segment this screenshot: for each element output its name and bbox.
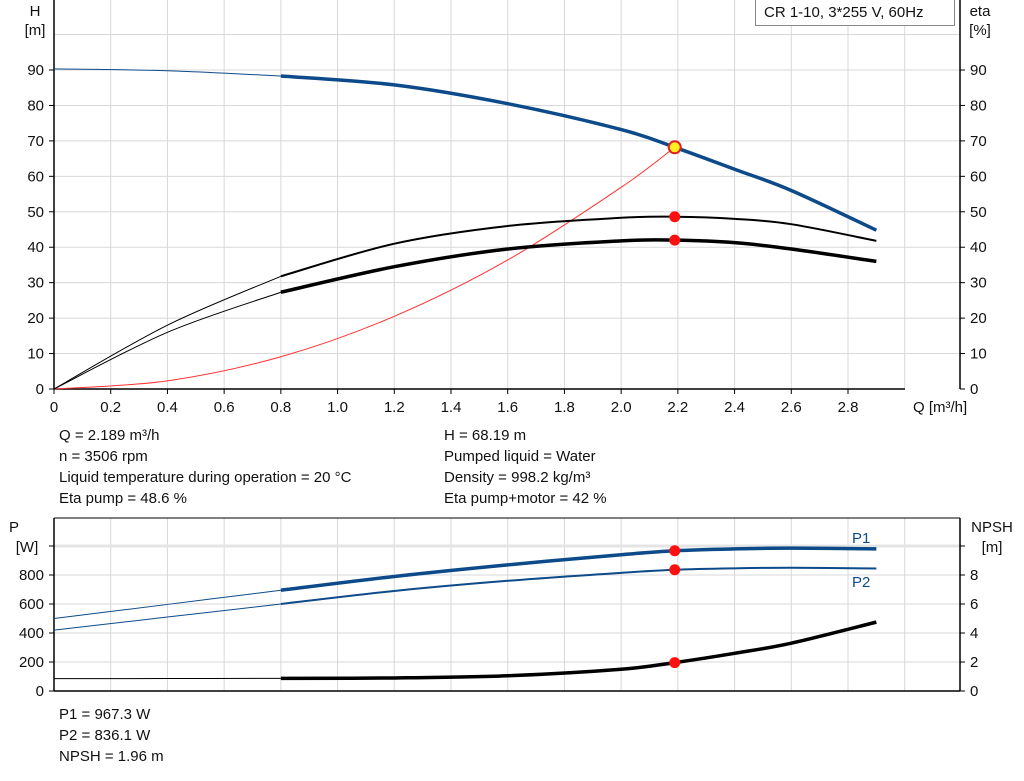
y-tick-label-left: 800	[19, 567, 44, 584]
y-tick-label-right: 2	[970, 654, 978, 671]
info-bottom: P1 = 967.3 W P2 = 836.1 W NPSH = 1.96 m	[59, 704, 164, 767]
p2-curve	[280, 566, 877, 605]
x-tick-label: 0.8	[270, 399, 291, 416]
x-tick-label: 2.2	[667, 399, 688, 416]
info-npsh: NPSH = 1.96 m	[59, 748, 164, 765]
y-tick-label-right: 4	[970, 625, 978, 642]
y-tick-label-right: 30	[970, 275, 987, 292]
info-h: H = 68.19 m	[444, 427, 527, 444]
chart-legend: CR 1-10, 3*255 V, 60Hz	[755, 0, 955, 26]
info-right: H = 68.19 m Pumped liquid = Water Densit…	[444, 425, 607, 509]
y-tick-label-right: 70	[970, 133, 987, 150]
x-tick-label: 0	[50, 399, 58, 416]
p2-curve-extrapolated	[53, 603, 281, 631]
operating-point	[669, 545, 681, 557]
y-tick-label-right: 50	[970, 204, 987, 221]
p1-curve	[280, 546, 877, 592]
info-liquid: Pumped liquid = Water	[444, 448, 596, 465]
x-tick-label: 1.4	[441, 399, 462, 416]
y-tick-label-left: 10	[27, 346, 44, 363]
y-tick-label-right: 20	[970, 310, 987, 327]
y-tick-label-right: 80	[970, 97, 987, 114]
y-axis-label-left-unit: [W]	[16, 539, 39, 556]
y-tick-label-right: 60	[970, 168, 987, 185]
info-left: Q = 2.189 m³/h n = 3506 rpm Liquid tempe…	[59, 425, 351, 509]
y-tick-label-right: 0	[970, 381, 978, 398]
y-axis-label-left: H	[30, 3, 41, 20]
info-eta-total: Eta pump+motor = 42 %	[444, 490, 607, 507]
x-axis-label: Q [m³/h]	[913, 399, 967, 416]
eta-total-curve	[280, 238, 877, 294]
p1-curve-extrapolated	[53, 589, 281, 619]
y-tick-label-left: 60	[27, 168, 44, 185]
y-tick-label-left: 70	[27, 133, 44, 150]
y-axis-label-right: NPSH	[971, 519, 1013, 536]
x-tick-label: 1.8	[554, 399, 575, 416]
npsh-curve	[280, 620, 877, 681]
info-p2: P2 = 836.1 W	[59, 727, 151, 744]
y-axis-label-right: eta	[970, 3, 992, 20]
head-curve	[280, 74, 878, 232]
y-tick-label-right: 0	[970, 683, 978, 700]
y-tick-label-left: 90	[27, 62, 44, 79]
y-axis-label-right-unit: [%]	[969, 22, 991, 39]
p1-label: P1	[852, 530, 870, 547]
y-axis-label-right-unit: [m]	[982, 539, 1003, 556]
x-tick-label: 2.0	[611, 399, 632, 416]
y-tick-label-right: 90	[970, 62, 987, 79]
info-density: Density = 998.2 kg/m³	[444, 469, 591, 486]
info-temp: Liquid temperature during operation = 20…	[59, 469, 352, 486]
operating-point	[669, 211, 681, 223]
info-p1: P1 = 967.3 W	[59, 706, 151, 723]
y-tick-label-left: 50	[27, 204, 44, 221]
p2-label: P2	[852, 574, 870, 591]
eta-pump-curve	[280, 215, 877, 278]
y-axis-label-left: P	[9, 519, 19, 536]
y-tick-label-right: 6	[970, 596, 978, 613]
x-tick-label: 2.4	[724, 399, 745, 416]
y-tick-label-right: 10	[970, 346, 987, 363]
y-axis-label-left-unit: [m]	[25, 22, 46, 39]
x-tick-label: 1.6	[497, 399, 518, 416]
x-tick-label: 1.2	[384, 399, 405, 416]
x-tick-label: 2.8	[838, 399, 859, 416]
y-tick-label-right: 40	[970, 239, 987, 256]
info-eta-pump: Eta pump = 48.6 %	[59, 490, 187, 507]
eta-pump-curve-extrapolated	[53, 275, 282, 390]
operating-point	[669, 234, 681, 246]
operating-point	[669, 564, 681, 576]
eta-total-curve-extrapolated	[53, 291, 282, 390]
y-tick-label-left: 400	[19, 625, 44, 642]
x-tick-label: 2.6	[781, 399, 802, 416]
y-tick-label-left: 20	[27, 310, 44, 327]
operating-point	[667, 140, 682, 155]
info-q: Q = 2.189 m³/h	[59, 427, 160, 444]
x-tick-label: 0.4	[157, 399, 178, 416]
y-tick-label-left: 80	[27, 97, 44, 114]
y-tick-label-left: 40	[27, 239, 44, 256]
y-tick-label-left: 200	[19, 654, 44, 671]
y-tick-label-left: 30	[27, 275, 44, 292]
x-tick-label: 1.0	[327, 399, 348, 416]
y-tick-label-left: 0	[36, 683, 44, 700]
info-n: n = 3506 rpm	[59, 448, 148, 465]
system-curve	[53, 146, 676, 390]
x-tick-label: 0.6	[214, 399, 235, 416]
x-tick-label: 0.2	[100, 399, 121, 416]
y-tick-label-left: 600	[19, 596, 44, 613]
operating-point	[669, 657, 681, 669]
y-tick-label-left: 0	[36, 381, 44, 398]
y-tick-label-right: 8	[970, 567, 978, 584]
head-curve-extrapolated	[53, 68, 281, 77]
